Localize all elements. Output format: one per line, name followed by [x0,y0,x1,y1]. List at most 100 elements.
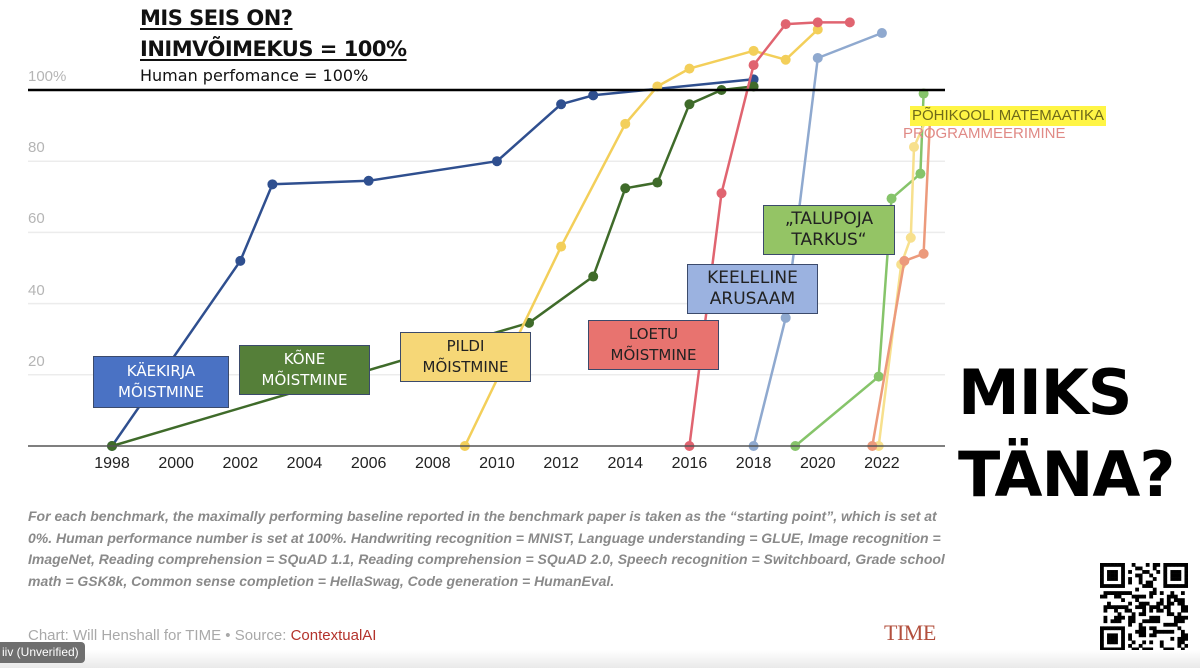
qr-module [1145,584,1150,588]
qr-module [1177,626,1182,631]
qr-module [1138,626,1143,631]
qr-module [1149,619,1154,624]
qr-module [1121,633,1125,638]
unverified-badge[interactable]: iiv (Unverified) [0,642,85,663]
qr-module [1184,615,1188,620]
qr-module [1142,570,1147,574]
qr-module [1180,619,1185,624]
qr-module [1166,594,1171,599]
qr-module [1177,563,1182,567]
qr-module [1114,584,1118,588]
data-point [812,24,823,35]
data-point [363,175,374,186]
x-tick-label: 2008 [415,455,451,472]
qr-module [1107,573,1111,578]
data-point [748,45,759,56]
qr-module [1110,619,1115,624]
data-point [684,99,695,110]
qr-module [1128,615,1132,620]
x-tick-label: 2006 [350,455,387,472]
qr-module [1100,570,1104,574]
qr-module [1152,633,1157,638]
qr-module [1152,563,1157,567]
qr-module [1170,636,1175,641]
qr-module [1121,563,1125,567]
qr-module [1138,629,1143,634]
qr-module [1114,619,1118,624]
label-speech-line1: KÕNE [283,350,326,368]
qr-module [1100,647,1104,651]
qr-module [1166,605,1171,610]
qr-module [1100,626,1104,631]
qr-module [1114,640,1118,645]
qr-module [1173,619,1178,624]
qr-module [1173,615,1178,620]
qr-module [1166,584,1171,588]
qr-module [1180,605,1185,610]
data-point [588,90,599,101]
qr-module [1121,573,1125,578]
source-link[interactable]: ContextualAI [290,627,377,644]
qr-module [1121,580,1125,585]
qr-module [1124,605,1129,610]
qr-module [1184,566,1188,571]
x-tick-label: 2012 [543,455,579,472]
qr-module [1138,612,1143,617]
series-image-recognition-imagenet- [459,24,823,451]
data-point [876,28,887,39]
qr-module [1138,643,1143,648]
qr-module [1121,629,1125,634]
qr-module [1107,584,1111,588]
qr-module [1173,622,1178,627]
series-reading-comprehension-squad-1-1- [684,17,855,451]
qr-module [1100,629,1104,634]
qr-module [1142,584,1147,588]
qr-module [1110,605,1115,610]
qr-module [1170,594,1175,599]
qr-module [1135,629,1140,634]
qr-module [1107,570,1111,574]
label-language-line1: KEELELINE [707,268,798,288]
qr-module [1184,563,1188,567]
qr-module [1159,629,1164,634]
series-common-sense-completion-hellaswag- [790,88,929,451]
label-code: PROGRAMMEERIMINE [903,125,1066,142]
qr-module [1114,636,1118,641]
series-line [688,21,850,447]
qr-module [1184,608,1188,613]
label-commonsense-line1: „TALUPOJA [784,209,874,229]
qr-module [1114,573,1118,578]
qr-module [1180,584,1185,588]
qr-module [1156,615,1161,620]
qr-module [1163,563,1168,567]
qr-module [1128,633,1132,638]
qr-module [1124,608,1129,613]
qr-module [1114,563,1118,567]
qr-module [1117,612,1122,617]
qr-module [1131,647,1136,651]
qr-module [1163,570,1168,574]
qr-module [1166,563,1171,567]
x-tick-label: 1998 [94,455,130,472]
qr-module [1138,601,1143,606]
qr-module [1100,584,1104,588]
qr-module [1117,584,1122,588]
qr-module [1166,598,1171,603]
qr-module [1138,594,1143,599]
qr-module [1177,573,1182,578]
qr-module [1135,573,1140,578]
qr-module [1163,605,1168,610]
data-point [915,168,926,179]
qr-module [1114,626,1118,631]
qr-module [1145,580,1150,585]
qr-module [1142,619,1147,624]
qr-module [1131,612,1136,617]
qr-module [1103,594,1108,599]
qr-module [1103,619,1108,624]
qr-module [1103,591,1108,595]
qr-module [1121,570,1125,574]
qr-module [1180,591,1185,595]
series-line [463,28,819,447]
qr-module [1149,605,1154,610]
qr-module [1173,598,1178,603]
